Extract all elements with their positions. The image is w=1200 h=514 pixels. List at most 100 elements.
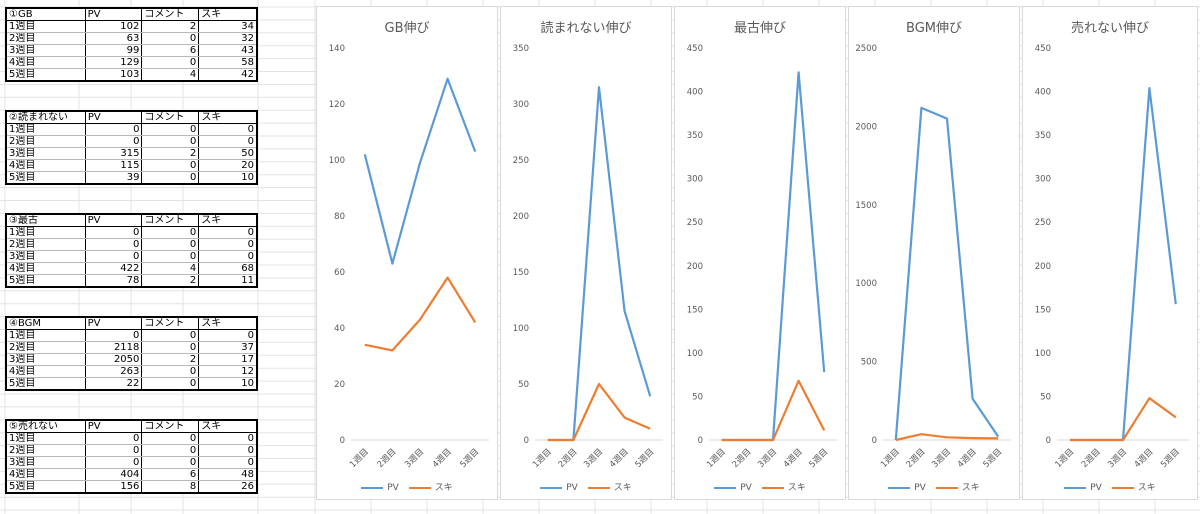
week-label-cell[interactable]: 2週目 [6,444,86,457]
value-cell[interactable]: 2 [141,20,200,33]
legend-item-pv[interactable]: PV [1064,483,1102,493]
table-header-cell[interactable]: スキ [198,317,257,330]
value-cell[interactable]: 0 [141,456,200,469]
value-cell[interactable]: 12 [198,365,257,378]
legend-item-suki[interactable]: スキ [1111,480,1156,493]
value-cell[interactable]: 0 [141,365,200,378]
table-header-cell[interactable]: PV [85,8,143,21]
value-cell[interactable]: 63 [85,32,143,45]
value-cell[interactable]: 0 [141,329,200,342]
chart-legend[interactable]: PV スキ [501,480,671,493]
value-cell[interactable]: 0 [141,341,200,354]
value-cell[interactable]: 0 [198,444,257,457]
week-label-cell[interactable]: 2週目 [6,32,86,45]
value-cell[interactable]: 0 [198,456,257,469]
chart-gb[interactable]: GB伸び 0 20 40 60 80 100 120 140 1週目 2週目 3週目 4週目 5週目 PV ス… [316,6,498,500]
value-cell[interactable]: 20 [198,159,257,172]
value-cell[interactable]: 0 [198,432,257,445]
value-cell[interactable]: 0 [141,159,200,172]
week-label-cell[interactable]: 5週目 [6,171,86,184]
value-cell[interactable]: 26 [241,481,254,492]
table-title-cell[interactable]: ⑤売れない [6,420,86,433]
table-header-cell[interactable]: PV [85,111,143,124]
value-cell[interactable]: 2 [141,353,200,366]
value-cell[interactable]: 0 [198,135,257,148]
legend-item-suki[interactable]: スキ [587,480,632,493]
week-label-cell[interactable]: 1週目 [6,329,86,342]
chart-bgm[interactable]: BGM伸び 0 500 1000 1500 2000 2500 1週目 2週目 3週目 4週目 5週目… [848,6,1020,500]
week-label-cell[interactable]: 4週目 [6,365,86,378]
value-cell[interactable]: 78 [85,274,143,287]
value-cell[interactable]: 404 [85,468,143,481]
legend-item-pv[interactable]: PV [714,483,752,493]
value-cell[interactable]: 0 [141,250,200,263]
value-cell[interactable]: 39 [85,171,143,184]
week-label-cell[interactable]: 3週目 [6,147,86,160]
value-cell[interactable]: 0 [141,226,200,239]
value-cell[interactable]: 0 [198,123,257,136]
value-cell[interactable]: 34 [198,20,257,33]
week-label-cell[interactable]: 3週目 [6,44,86,57]
series-line-suki[interactable] [364,276,477,352]
value-cell[interactable]: 0 [85,250,143,263]
week-label-cell[interactable]: 1週目 [6,123,86,136]
value-cell[interactable]: 0 [141,444,200,457]
week-label-cell[interactable]: 3週目 [6,456,86,469]
value-cell[interactable]: 10 [241,172,254,183]
chart-urenai[interactable]: 売れない伸び 0 50 100 150 200 250 300 350 400 450 1週目 2週目 3… [1022,6,1198,500]
value-cell[interactable]: 263 [85,365,143,378]
series-line-suki[interactable] [547,382,651,442]
value-cell[interactable]: 0 [141,56,200,69]
table-header-cell[interactable]: コメント [141,214,200,227]
week-label-cell[interactable]: 4週目 [6,262,86,275]
value-cell[interactable]: 43 [198,44,257,57]
value-cell[interactable]: 37 [198,341,257,354]
value-cell[interactable]: 0 [141,171,200,184]
value-cell[interactable]: 0 [85,226,143,239]
value-cell[interactable]: 0 [198,238,257,251]
series-line-pv[interactable] [547,86,652,442]
value-cell[interactable]: 115 [85,159,143,172]
series-line-pv[interactable] [363,77,477,265]
value-cell[interactable]: 6 [141,44,200,57]
chart-legend[interactable]: PV スキ [317,480,497,493]
value-cell[interactable]: 0 [85,238,143,251]
table-title-cell[interactable]: ④BGM [6,317,86,330]
legend-item-pv[interactable]: PV [888,483,926,493]
week-label-cell[interactable]: 3週目 [6,353,86,366]
value-cell[interactable]: 4 [141,262,200,275]
value-cell[interactable]: 6 [141,468,200,481]
week-label-cell[interactable]: 1週目 [6,20,86,33]
value-cell[interactable]: 10 [241,378,254,389]
legend-item-suki[interactable]: スキ [935,480,980,493]
week-label-cell[interactable]: 5週目 [6,377,86,390]
table-title-cell[interactable]: ①GB [6,8,86,21]
chart-legend[interactable]: PV スキ [849,480,1019,493]
value-cell[interactable]: 2 [141,147,200,160]
value-cell[interactable]: 0 [141,32,200,45]
week-label-cell[interactable]: 5週目 [6,480,86,493]
series-line-pv[interactable] [894,106,1000,441]
chart-legend[interactable]: PV スキ [1023,480,1197,493]
table-header-cell[interactable]: PV [85,317,143,330]
value-cell[interactable]: 32 [198,32,257,45]
legend-item-suki[interactable]: スキ [761,480,806,493]
legend-item-pv[interactable]: PV [361,483,399,493]
series-line-pv[interactable] [1070,86,1177,442]
value-cell[interactable]: 68 [198,262,257,275]
week-label-cell[interactable]: 2週目 [6,341,86,354]
value-cell[interactable]: 0 [141,238,200,251]
series-line-suki[interactable] [1070,397,1177,442]
value-cell[interactable]: 0 [198,226,257,239]
value-cell[interactable]: 0 [85,456,143,469]
value-cell[interactable]: 42 [241,69,254,80]
value-cell[interactable]: 99 [85,44,143,57]
week-label-cell[interactable]: 2週目 [6,238,86,251]
value-cell[interactable]: 0 [141,377,200,390]
table-title-cell[interactable]: ②読まれない [6,111,86,124]
table-header-cell[interactable]: スキ [198,111,257,124]
week-label-cell[interactable]: 5週目 [6,274,86,287]
series-line-suki[interactable] [721,379,826,442]
series-line-suki[interactable] [895,433,999,442]
value-cell[interactable]: 0 [85,432,143,445]
